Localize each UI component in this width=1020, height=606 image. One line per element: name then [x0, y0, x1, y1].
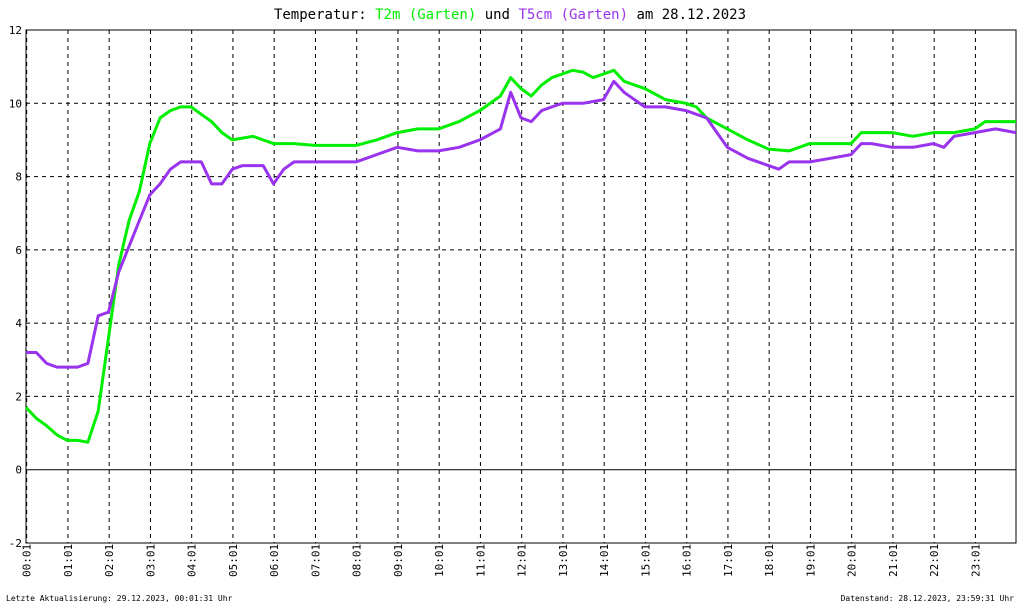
x-tick-label: 20:01 — [846, 544, 859, 577]
y-tick-label: 12 — [9, 24, 22, 37]
x-tick-label: 11:01 — [474, 544, 487, 577]
x-tick-label: 01:01 — [62, 544, 75, 577]
y-tick-label: 0 — [15, 464, 22, 477]
x-tick-label: 06:01 — [268, 544, 281, 577]
x-tick-label: 08:01 — [351, 544, 364, 577]
title-series-t2m: T2m (Garten) — [375, 7, 476, 23]
x-tick-label: 14:01 — [598, 544, 611, 577]
x-tick-labels: 00:01 01:01 02:01 03:01 04:01 05:01 06:01 07:01… — [21, 544, 983, 577]
axes — [25, 29, 1017, 544]
x-tick-label: 19:01 — [804, 544, 817, 577]
y-tick-label: 10 — [9, 97, 22, 110]
x-tick-label: 17:01 — [722, 544, 735, 577]
x-tick-label: 07:01 — [309, 544, 322, 577]
title-middle: und — [485, 7, 510, 23]
y-tick-label: -2 — [9, 537, 22, 550]
title-suffix: am 28.12.2023 — [636, 7, 746, 23]
y-tick-label: 4 — [15, 317, 22, 330]
plot-frame — [25, 29, 1017, 544]
x-tick-label: 22:01 — [928, 544, 941, 577]
x-tick-label: 18:01 — [763, 544, 776, 577]
footer-data-status: Datenstand: 28.12.2023, 23:59:31 Uhr — [841, 594, 1015, 603]
grid — [26, 29, 1016, 544]
title-series-t5cm: T5cm (Garten) — [518, 7, 628, 23]
x-tick-label: 12:01 — [516, 544, 529, 577]
x-tick-label: 02:01 — [103, 544, 116, 577]
series-line-t5cm — [26, 79, 1017, 369]
x-tick-label: 09:01 — [392, 544, 405, 577]
x-tick-label: 00:01 — [21, 544, 34, 577]
svg-text:Temperatur: T2m: Temperatur: T2m (Garten) und T5cm (Garte… — [274, 7, 746, 23]
y-tick-label: 8 — [15, 171, 22, 184]
x-tick-label: 21:01 — [887, 544, 900, 577]
series-lines — [24, 68, 1017, 444]
x-tick-label: 23:01 — [969, 544, 982, 577]
chart-title: Temperatur: T2m (Garten) und T5cm (Garte… — [274, 7, 746, 23]
x-tick-label: 04:01 — [186, 544, 199, 577]
y-tick-label: 6 — [15, 244, 22, 257]
footer-last-update: Letzte Aktualisierung: 29.12.2023, 00:01… — [6, 594, 233, 603]
x-tick-label: 16:01 — [681, 544, 694, 577]
y-tick-label: 2 — [15, 390, 22, 403]
series-line-t2m — [24, 68, 1016, 444]
y-tick-labels: -2 0 2 4 6 8 10 12 — [9, 24, 23, 550]
x-tick-label: 03:01 — [144, 544, 157, 577]
x-tick-label: 15:01 — [639, 544, 652, 577]
title-prefix: Temperatur: — [274, 7, 367, 23]
x-tick-label: 13:01 — [557, 544, 570, 577]
x-tick-label: 05:01 — [227, 544, 240, 577]
x-tick-label: 10:01 — [433, 544, 446, 577]
